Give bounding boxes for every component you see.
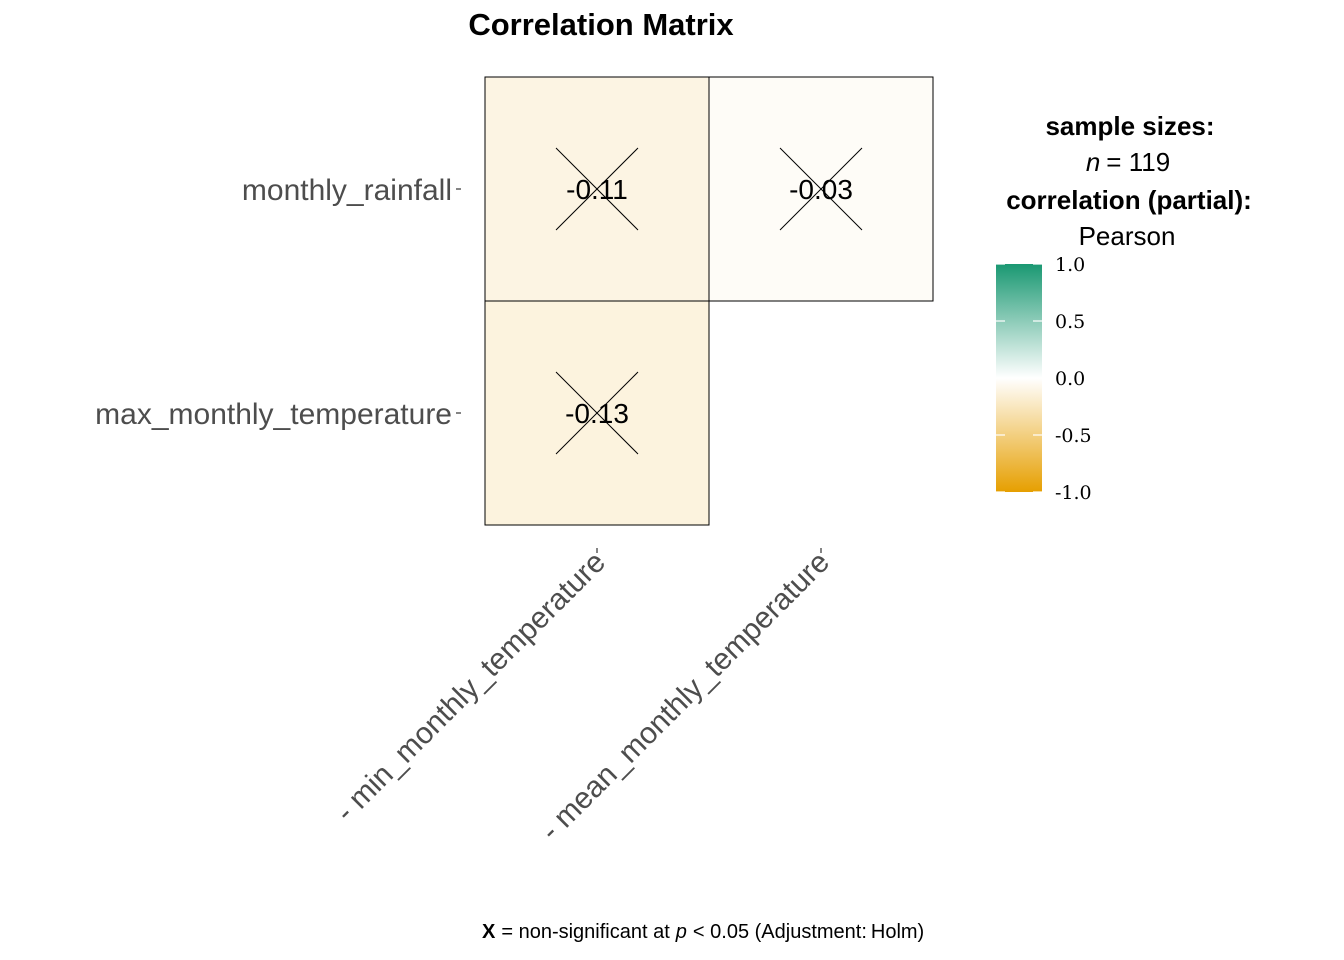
- non-significant-cross-line: [555, 147, 639, 231]
- y-axis-labels: monthly_rainfall max_monthly_temperature: [95, 174, 461, 431]
- legend-tick-label: -0.5: [1055, 425, 1092, 447]
- legend-ticks: 1.0 0.5 0.0 -0.5 -1.0: [996, 254, 1092, 504]
- x-axis-labels: - min_monthly_temperature- mean_monthly_…: [329, 546, 836, 848]
- legend-tick-label: 1.0: [1055, 254, 1085, 276]
- non-significant-cross-line: [779, 147, 863, 231]
- legend-sample-heading: sample sizes:: [1045, 111, 1214, 141]
- legend-correlation-heading: correlation (partial):: [1006, 185, 1252, 215]
- legend-tick-label: 0.5: [1055, 311, 1085, 333]
- y-axis-label: max_monthly_temperature: [95, 398, 452, 431]
- non-significant-cross-line: [555, 371, 639, 455]
- heatmap-cells: -0.11-0.03-0.13: [484, 76, 934, 526]
- legend: sample sizes: n = 119 correlation (partia…: [996, 111, 1252, 504]
- chart-caption: X = non-significant at p < 0.05 (Adjustment…: [482, 921, 924, 943]
- legend-tick-label: -1.0: [1055, 482, 1092, 504]
- chart-title: Correlation Matrix: [468, 7, 734, 42]
- x-axis-label: - min_monthly_temperature: [329, 546, 612, 829]
- y-axis-label: monthly_rainfall: [242, 174, 452, 207]
- legend-sample-size: n = 119: [1086, 147, 1170, 177]
- legend-method: Pearson: [1079, 221, 1176, 251]
- legend-tick-label: 0.0: [1055, 368, 1085, 390]
